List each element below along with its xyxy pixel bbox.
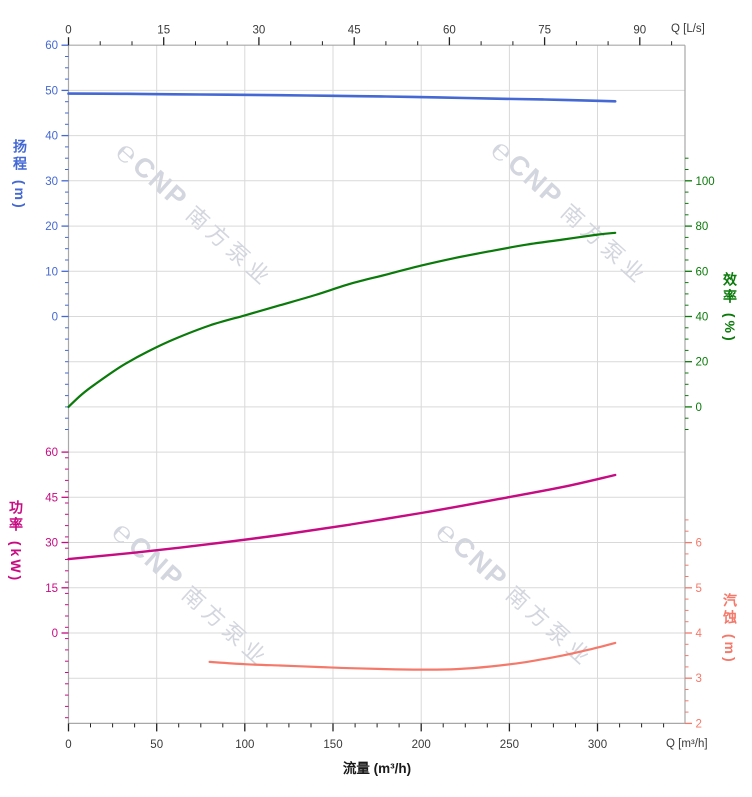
top-axis-unit-label: Q [L/s] (671, 23, 705, 35)
top-tick-label: 30 (253, 25, 266, 37)
power-axis-title: 功率 (kW) (8, 500, 24, 584)
eff-tick-label: 80 (696, 221, 709, 233)
npsh-tick-label: 2 (696, 718, 702, 730)
bottom-tick-label: 100 (235, 739, 254, 751)
bottom-tick-label: 150 (323, 739, 342, 751)
power-tick-label: 60 (45, 447, 58, 459)
top-tick-label: 90 (633, 25, 646, 37)
head-tick-label: 30 (45, 176, 58, 188)
head-tick-label: 40 (45, 131, 58, 143)
top-tick-label: 75 (538, 25, 551, 37)
cnp-watermark: ℮CNP 南方泵业 (109, 135, 278, 292)
power-tick-label: 15 (45, 583, 58, 595)
cnp-watermark: ℮CNP 南方泵业 (484, 133, 656, 291)
eff-tick-label: 60 (696, 266, 709, 278)
eff-curve (67, 231, 617, 408)
x-axis-title: 流量 (m³/h) (342, 761, 412, 776)
watermarks: ℮CNP 南方泵业℮CNP 南方泵业℮CNP 南方泵业℮CNP 南方泵业 (105, 133, 656, 672)
bottom-tick-label: 0 (65, 739, 71, 751)
bottom-tick-label: 50 (150, 739, 163, 751)
npsh-tick-label: 4 (696, 628, 703, 640)
top-tick-label: 45 (348, 25, 361, 37)
head-tick-label: 50 (45, 85, 58, 97)
bottom-tick-label: 300 (588, 739, 607, 751)
top-tick-label: 60 (443, 25, 456, 37)
head-tick-label: 0 (52, 312, 58, 324)
power-tick-label: 30 (45, 538, 58, 550)
bottom-axis-unit-label: Q [m³/h] (666, 738, 708, 750)
gridlines (68, 45, 685, 724)
bottom-tick-label: 250 (500, 739, 519, 751)
efficiency-axis-title: 效率 (%) (722, 272, 738, 344)
head-tick-label: 20 (45, 221, 58, 233)
bottom-x-axis: 0 50 100 150 200 250 300 (65, 723, 665, 751)
spines (67, 44, 686, 725)
top-tick-label: 0 (65, 25, 71, 37)
cnp-watermark: ℮CNP 南方泵业 (429, 515, 598, 672)
curves (67, 92, 617, 671)
npsh-tick-label: 6 (696, 538, 702, 550)
head-curve (67, 92, 617, 103)
eff-tick-label: 20 (696, 357, 709, 369)
top-tick-label: 15 (157, 25, 170, 37)
svg-text:CNP 南方泵业: CNP 南方泵业 (502, 148, 656, 291)
eff-tick-label: 40 (696, 312, 709, 324)
npsh-tick-label: 3 (696, 673, 702, 685)
top-x-axis: 0 15 30 45 60 75 90 (65, 25, 673, 46)
eff-tick-label: 0 (696, 402, 702, 414)
npsh-tick-label: 5 (696, 583, 702, 595)
bottom-tick-label: 200 (412, 739, 431, 751)
head-axis-title: 扬程 (m) (12, 139, 28, 211)
head-tick-label: 10 (45, 266, 58, 278)
power-curve (67, 473, 617, 561)
power-tick-label: 45 (45, 492, 58, 504)
npsh-curve (208, 641, 617, 671)
head-tick-label: 60 (45, 40, 58, 52)
eff-tick-label: 100 (696, 176, 715, 188)
npsh-axis-title: 汽蚀 (m) (722, 593, 738, 665)
power-tick-label: 0 (52, 628, 58, 640)
